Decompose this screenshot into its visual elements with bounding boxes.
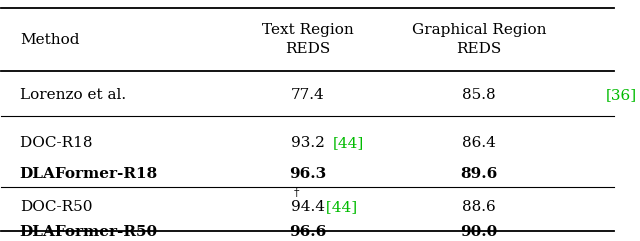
Text: 88.6: 88.6 (462, 200, 496, 214)
Text: 77.4: 77.4 (291, 88, 324, 102)
Text: 89.6: 89.6 (461, 167, 498, 181)
Text: [44]: [44] (332, 136, 364, 150)
Text: 86.4: 86.4 (462, 136, 496, 150)
Text: 96.3: 96.3 (289, 167, 326, 181)
Text: Graphical Region
REDS: Graphical Region REDS (412, 23, 547, 56)
Text: Lorenzo et al.: Lorenzo et al. (20, 88, 131, 102)
Text: 85.8: 85.8 (462, 88, 496, 102)
Text: 96.6: 96.6 (289, 225, 326, 239)
Text: DLAFormer-R50: DLAFormer-R50 (20, 225, 158, 239)
Text: DOC-R50: DOC-R50 (20, 200, 92, 214)
Text: DOC-R18: DOC-R18 (20, 136, 97, 150)
Text: Text Region
REDS: Text Region REDS (262, 23, 353, 56)
Text: 93.2: 93.2 (291, 136, 324, 150)
Text: 90.0: 90.0 (461, 225, 498, 239)
Text: Method: Method (20, 33, 79, 47)
Text: [36]: [36] (606, 88, 637, 102)
Text: [44]: [44] (321, 200, 358, 214)
Text: †: † (293, 187, 299, 198)
Text: DLAFormer-R18: DLAFormer-R18 (20, 167, 158, 181)
Text: 94.4: 94.4 (291, 200, 324, 214)
